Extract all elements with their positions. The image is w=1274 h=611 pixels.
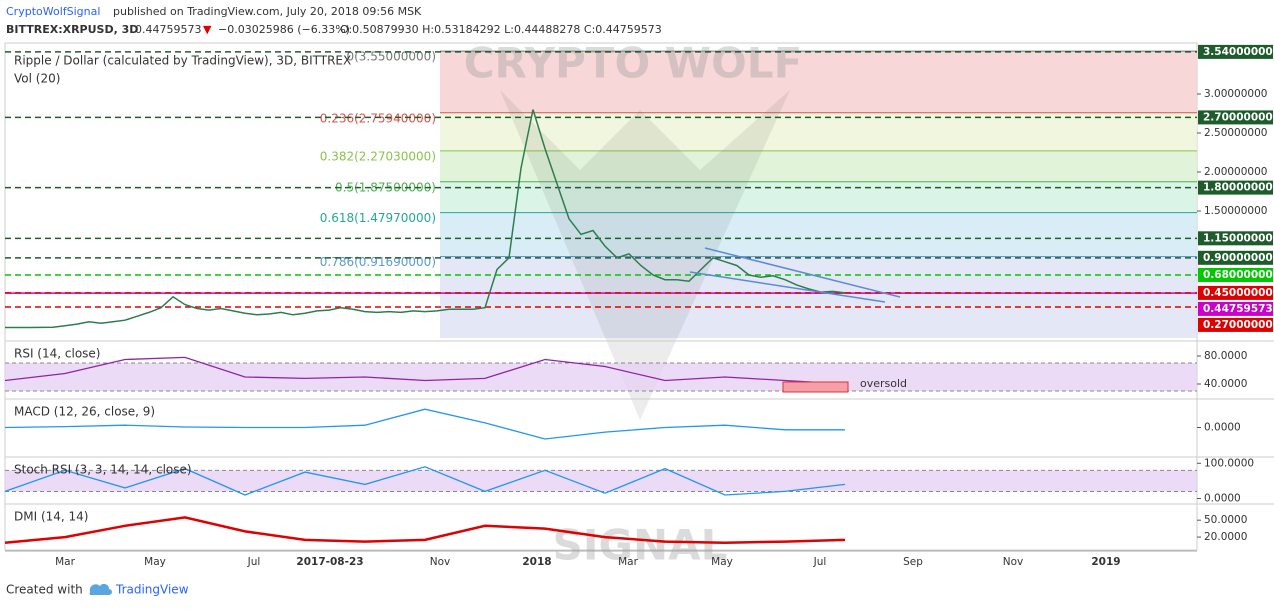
level-box — [1198, 110, 1273, 125]
ohlc: O:0.50879930 H:0.53184292 L:0.44488278 C… — [340, 23, 662, 36]
watermark: SIGNAL — [553, 521, 728, 570]
x-tick-label: Mar — [55, 556, 75, 568]
level-box — [1198, 44, 1273, 59]
oversold-box — [782, 381, 849, 393]
last-price: 0.44759573 — [135, 23, 201, 36]
trend-line — [689, 271, 886, 303]
y-tick-label: 3.00000000 — [1204, 88, 1267, 100]
published: published on TradingView.com, July 20, 2… — [113, 5, 422, 18]
fib-label: 0.618(1.47970000) — [320, 211, 436, 225]
level-box — [1198, 285, 1273, 300]
y-tick-label: 50.0000 — [1204, 514, 1247, 526]
x-tick-label: Jul — [247, 556, 261, 568]
y-tick-label: 1.50000000 — [1204, 205, 1267, 217]
indicator-line — [4, 516, 846, 544]
indicator-line — [4, 408, 845, 440]
panel-title: RSI (14, close) — [14, 347, 100, 361]
y-tick-label: 0.0000 — [1204, 492, 1241, 504]
wolf-shape — [500, 90, 790, 420]
level-box — [1198, 267, 1273, 282]
x-tick-label: Nov — [430, 556, 451, 568]
y-tick-label: 2.00000000 — [1204, 166, 1267, 178]
level-label: 1.80000000 — [1203, 182, 1273, 194]
level-box — [1198, 180, 1273, 195]
indicator-line — [4, 356, 846, 385]
level-label: 0.27000000 — [1203, 319, 1273, 331]
fib-label: 0(3.55000000) — [346, 50, 436, 64]
y-tick-label: 80.0000 — [1204, 350, 1247, 362]
y-tick-label: 100.0000 — [1204, 457, 1254, 469]
trend-line — [704, 247, 901, 298]
footer-created: Created with — [6, 583, 83, 597]
x-tick-label: Nov — [1003, 556, 1024, 568]
level-box — [1198, 231, 1273, 246]
panel-title: MACD (12, 26, close, 9) — [14, 405, 155, 419]
x-tick-label: 2017-08-23 — [296, 556, 363, 568]
fib-label: 0.236(2.75940000) — [320, 111, 436, 125]
change: −0.03025986 (−6.33%) — [218, 23, 350, 36]
fib-zone — [440, 112, 1197, 151]
panel-title: Stoch RSI (3, 3, 14, 14, close) — [14, 463, 192, 477]
price-line — [5, 109, 846, 329]
level-label: 0.68000000 — [1203, 269, 1273, 281]
level-box — [1198, 317, 1273, 332]
annotation: oversold — [860, 377, 907, 390]
chart-title: Ripple / Dollar (calculated by TradingVi… — [14, 54, 351, 68]
x-tick-label: Mar — [618, 556, 638, 568]
footer-brand[interactable]: TradingView — [115, 583, 189, 597]
author[interactable]: CryptoWolfSignal — [6, 5, 100, 18]
panel-band — [5, 363, 1197, 391]
panel-title: DMI (14, 14) — [14, 510, 88, 524]
level-label: 3.54000000 — [1203, 46, 1273, 58]
x-tick-label: May — [711, 556, 733, 568]
watermark: CRYPTO WOLF — [464, 39, 803, 88]
tv-logo — [89, 584, 112, 595]
fib-zone — [440, 150, 1197, 182]
indicator-line — [4, 466, 846, 496]
x-tick-label: 2018 — [522, 556, 551, 568]
x-tick-label: May — [144, 556, 166, 568]
fib-zone — [440, 51, 1197, 113]
volume-label: Vol (20) — [14, 72, 60, 86]
level-label: 2.70000000 — [1203, 111, 1273, 123]
fib-zone — [440, 212, 1197, 257]
x-tick-label: 2019 — [1091, 556, 1120, 568]
level-label: 0.44759573 — [1203, 303, 1273, 315]
fib-label: 0.382(2.27030000) — [320, 149, 436, 163]
y-tick-label: 40.0000 — [1204, 378, 1247, 390]
y-tick-label: 20.0000 — [1204, 531, 1247, 543]
panel-band — [5, 470, 1197, 492]
symbol: BITTREX:XRPUSD, 3D — [6, 23, 138, 36]
x-tick-label: Sep — [903, 556, 923, 568]
y-tick-label: 0.0000 — [1204, 422, 1241, 434]
fib-zone — [440, 256, 1197, 338]
down-arrow: ▼ — [203, 23, 212, 36]
level-label: 1.15000000 — [1203, 232, 1273, 244]
level-label: 0.45000000 — [1203, 287, 1273, 299]
y-tick-label: 2.50000000 — [1204, 127, 1267, 139]
level-label: 0.90000000 — [1203, 252, 1273, 264]
level-box — [1198, 250, 1273, 265]
level-box — [1198, 301, 1273, 316]
x-tick-label: Jul — [813, 556, 827, 568]
